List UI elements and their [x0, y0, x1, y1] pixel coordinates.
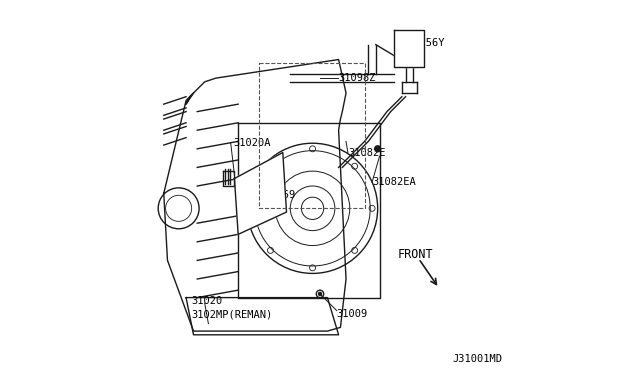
Polygon shape [394, 30, 424, 67]
Text: 31098Z: 31098Z [338, 73, 375, 83]
Text: FRONT: FRONT [398, 248, 434, 261]
Text: 31020A: 31020A [234, 138, 271, 148]
Text: 31020: 31020 [191, 296, 223, 306]
Text: 38356Y: 38356Y [408, 38, 445, 48]
Text: 3102MP(REMAN): 3102MP(REMAN) [191, 310, 273, 319]
Text: J31001MD: J31001MD [452, 354, 502, 364]
Polygon shape [234, 153, 287, 234]
Text: 31069: 31069 [264, 190, 296, 200]
Text: 31009: 31009 [337, 310, 368, 319]
Text: 31082EA: 31082EA [372, 177, 416, 187]
Text: 31082E: 31082E [348, 148, 385, 157]
Circle shape [374, 146, 381, 152]
Polygon shape [164, 60, 346, 331]
Circle shape [319, 292, 321, 295]
